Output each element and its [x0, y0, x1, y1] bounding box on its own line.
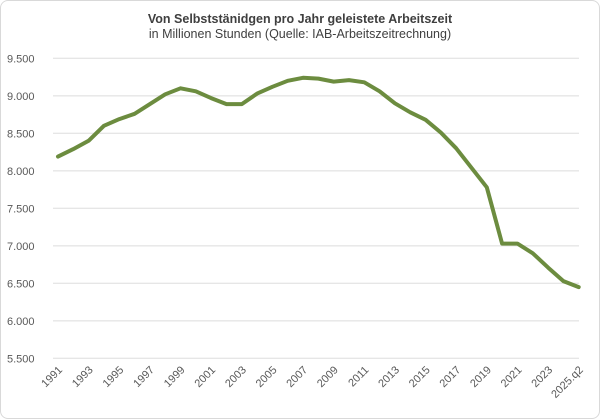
x-axis-tick-label: 2007 [284, 364, 310, 390]
x-axis-tick-label: 2015 [407, 364, 433, 390]
y-axis-tick-label: 6.000 [7, 316, 35, 328]
x-axis-tick-label: 2017 [438, 364, 464, 390]
x-axis-tick-label: 1993 [70, 364, 96, 390]
y-axis-tick-label: 5.500 [7, 353, 35, 365]
x-axis-tick-label: 2013 [376, 364, 402, 390]
x-axis-tick-label: 2025.q2 [549, 364, 586, 401]
y-axis-tick-label: 7.000 [7, 241, 35, 253]
y-axis-tick-label: 7.500 [7, 203, 35, 215]
x-axis-tick-label: 2023 [529, 364, 555, 390]
y-axis-tick-label: 8.000 [7, 166, 35, 178]
x-axis-tick-label: 1997 [131, 364, 157, 390]
x-axis-tick-label: 2019 [468, 364, 494, 390]
x-axis-tick-label: 1991 [39, 364, 65, 390]
y-axis-tick-label: 6.500 [7, 278, 35, 290]
y-axis-tick-label: 9.000 [7, 91, 35, 103]
x-axis-tick-label: 2003 [223, 364, 249, 390]
x-axis-tick-label: 2021 [499, 364, 525, 390]
y-axis-tick-label: 9.500 [7, 53, 35, 65]
worked-hours-series-line [56, 75, 581, 290]
y-axis-tick-label: 8.500 [7, 128, 35, 140]
x-axis-tick-label: 1999 [162, 364, 188, 390]
x-axis-tick-label: 2005 [254, 364, 280, 390]
x-axis-tick-label: 2011 [346, 364, 371, 389]
x-axis-tick-label: 2009 [315, 364, 341, 390]
x-axis-tick-label: 2001 [192, 364, 218, 390]
x-axis-tick-label: 1995 [101, 364, 127, 390]
